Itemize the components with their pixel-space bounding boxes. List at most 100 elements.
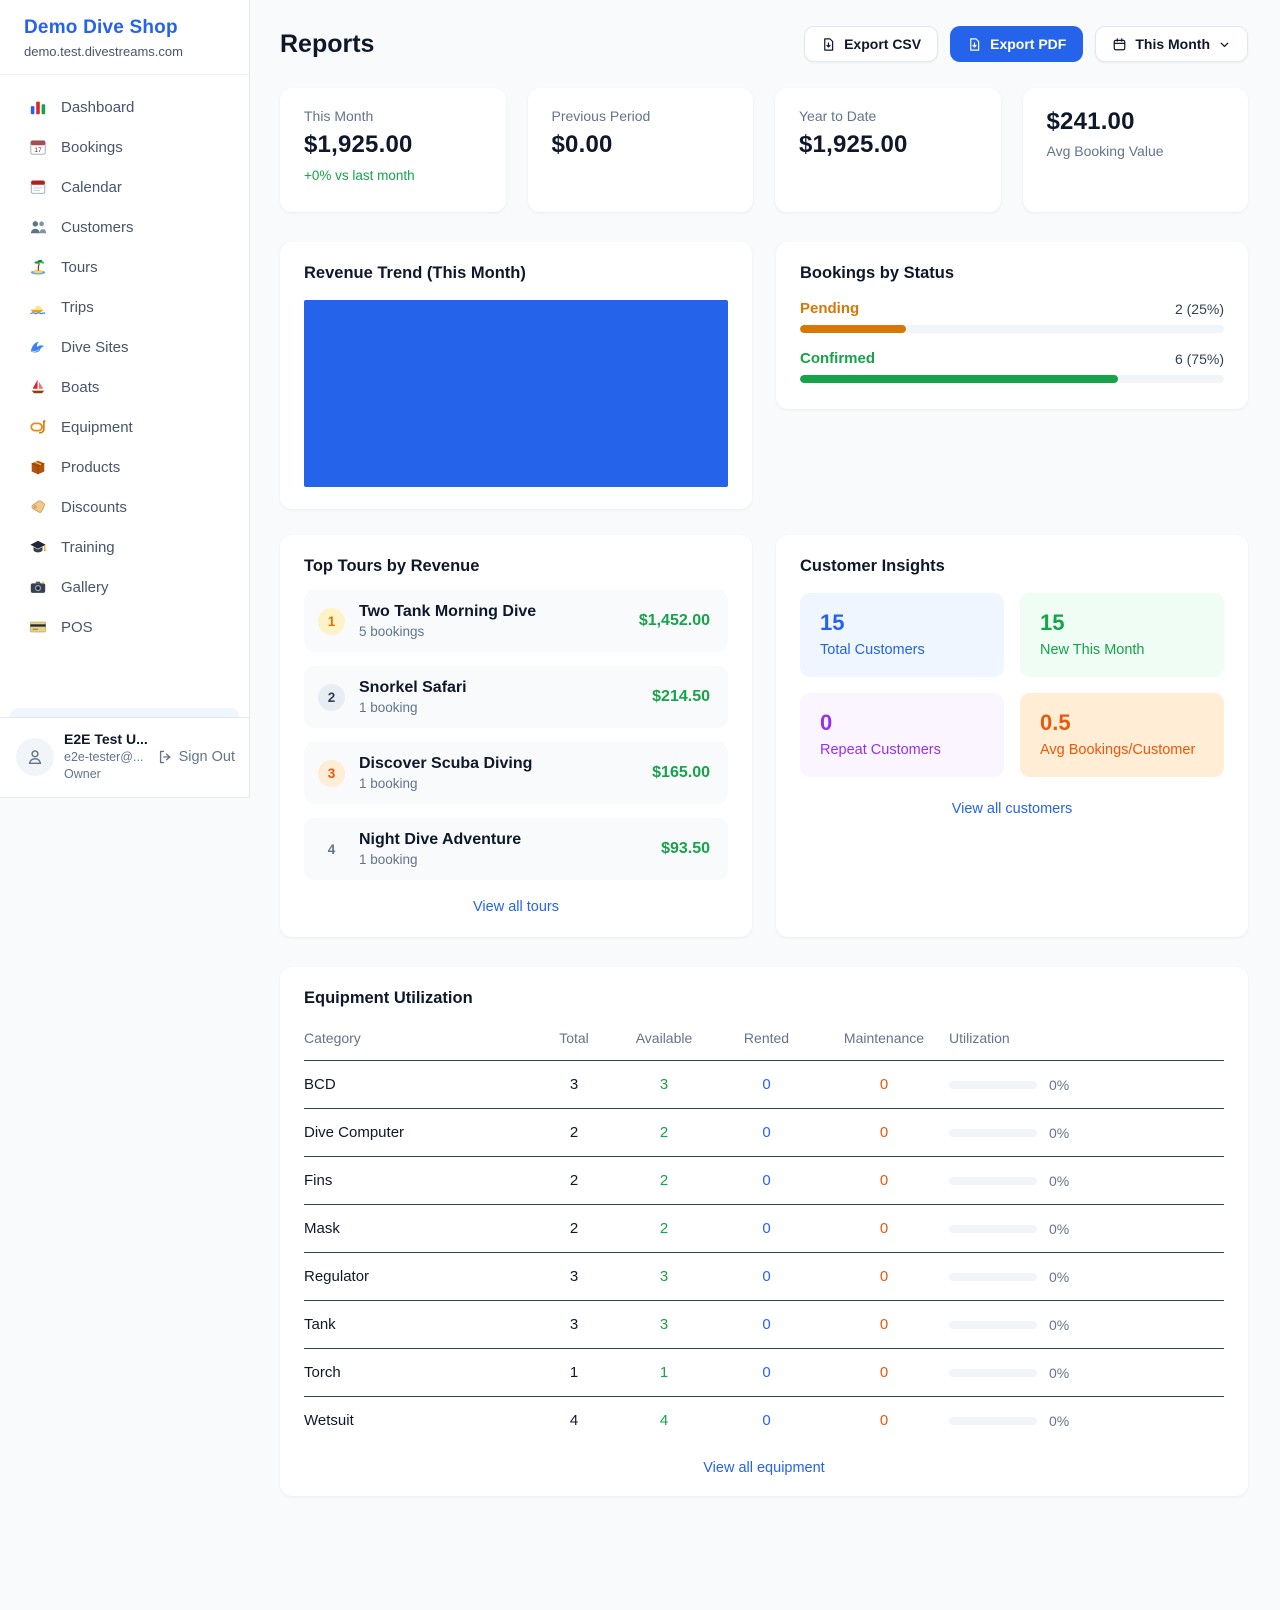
sidebar-item-dive-sites[interactable]: Dive Sites	[10, 327, 239, 367]
status-row-confirmed: Confirmed 6 (75%)	[800, 350, 1224, 383]
revenue-trend-title: Revenue Trend (This Month)	[304, 264, 526, 282]
status-rows: Pending 2 (25%) Confirmed 6 (75%)	[800, 300, 1224, 383]
insight-label: New This Month	[1040, 642, 1145, 658]
export-csv-button[interactable]: Export CSV	[804, 26, 939, 62]
logout-icon	[159, 750, 171, 763]
sidebar-item-dashboard[interactable]: Dashboard	[10, 87, 239, 127]
utilization-percent: 0%	[1049, 1412, 1070, 1429]
view-all-customers-link[interactable]: View all customers	[951, 801, 1073, 817]
insight-value: 15	[1040, 610, 1065, 635]
status-bar-fill	[800, 375, 1118, 383]
period-dropdown-value: This Month	[1135, 36, 1210, 52]
equipment-row-dive-computer: Dive Computer 2 2 0 0 0%	[304, 1108, 1224, 1157]
equipment-utilization-title: Equipment Utilization	[304, 989, 473, 1007]
sidebar-item-discounts[interactable]: Discounts	[10, 487, 239, 527]
view-all-tours-link[interactable]: View all tours	[473, 899, 559, 915]
tour-bookings-count: 1 booking	[359, 700, 418, 715]
sidebar-item-training[interactable]: Training	[10, 527, 239, 567]
stat-label: This Month	[304, 108, 374, 124]
equipment-row-fins: Fins 2 2 0 0 0%	[304, 1156, 1224, 1205]
rank-badge: 4	[327, 841, 336, 857]
equipment-category: Mask	[304, 1204, 534, 1253]
file-download-icon	[821, 37, 836, 52]
tag-icon	[28, 497, 48, 517]
sign-out-label: Sign Out	[178, 748, 235, 765]
utilization-bar-track	[949, 1368, 1037, 1377]
utilization-percent: 0%	[1049, 1316, 1070, 1333]
tour-rows: 1 Two Tank Morning Dive 5 bookings $1,45…	[304, 590, 728, 880]
sidebar-item-bookings[interactable]: 17 Bookings	[10, 127, 239, 167]
sidebar-item-products[interactable]: Products	[10, 447, 239, 487]
utilization-percent: 0%	[1049, 1268, 1070, 1285]
sidebar-item-label: Calendar	[61, 178, 122, 196]
equipment-utilization-panel: Equipment Utilization Category Total Ava…	[280, 967, 1248, 1496]
status-bar-track	[800, 325, 1224, 333]
sidebar: Demo Dive Shop demo.test.divestreams.com…	[0, 0, 250, 798]
sidebar-item-trips[interactable]: Trips	[10, 287, 239, 327]
equipment-rented: 0	[714, 1252, 819, 1301]
equipment-total: 2	[534, 1156, 614, 1205]
utilization-bar-track	[949, 1080, 1037, 1089]
view-all-equipment-link[interactable]: View all equipment	[703, 1460, 825, 1476]
status-count: 2 (25%)	[1174, 300, 1224, 317]
sidebar-item-equipment[interactable]: Equipment	[10, 407, 239, 447]
avatar	[16, 737, 54, 776]
bookings-status-panel: Bookings by Status Pending 2 (25%) Confi…	[776, 242, 1248, 409]
status-count: 6 (75%)	[1174, 350, 1224, 367]
sidebar-item-label: Boats	[61, 378, 100, 396]
credit-card-icon	[28, 617, 48, 637]
sidebar-item-boats[interactable]: Boats	[10, 367, 239, 407]
utilization-bar-track	[949, 1416, 1037, 1425]
equipment-utilization: 0%	[949, 1060, 1224, 1109]
equipment-row-wetsuit: Wetsuit 4 4 0 0 0%	[304, 1397, 1224, 1445]
equipment-maintenance: 0	[819, 1108, 949, 1157]
status-bar-track	[800, 375, 1224, 383]
equipment-total: 1	[534, 1348, 614, 1397]
sidebar-item-tours[interactable]: Tours	[10, 247, 239, 287]
utilization-bar-track	[949, 1224, 1037, 1233]
equipment-utilization: 0%	[949, 1348, 1224, 1397]
equipment-total: 3	[534, 1252, 614, 1301]
revenue-trend-panel: Revenue Trend (This Month)	[280, 242, 752, 509]
equipment-category: Fins	[304, 1156, 534, 1205]
equipment-maintenance: 0	[819, 1252, 949, 1301]
brand-name[interactable]: Demo Dive Shop	[24, 17, 178, 38]
equipment-total: 3	[534, 1060, 614, 1109]
equipment-utilization: 0%	[949, 1397, 1224, 1445]
tour-row-two-tank-morning-dive: 1 Two Tank Morning Dive 5 bookings $1,45…	[304, 590, 728, 652]
insight-label: Total Customers	[820, 642, 925, 658]
sidebar-item-label: Customers	[61, 218, 134, 236]
equipment-maintenance: 0	[819, 1204, 949, 1253]
user-meta: E2E Test U... e2e-tester@... Owner	[64, 730, 148, 783]
customer-insights-title: Customer Insights	[800, 557, 945, 575]
equipment-available: 3	[614, 1300, 714, 1349]
sidebar-item-label: Dashboard	[61, 98, 135, 116]
utilization-percent: 0%	[1049, 1172, 1070, 1189]
sidebar-item-customers[interactable]: Customers	[10, 207, 239, 247]
column-header-rented: Rented	[714, 1020, 819, 1061]
tour-name: Snorkel Safari	[359, 679, 467, 696]
insight-tiles: 15 Total Customers 15 New This Month 0 Rep…	[800, 593, 1224, 777]
sidebar-item-calendar[interactable]: Calendar	[10, 167, 239, 207]
sidebar-item-gallery[interactable]: Gallery	[10, 567, 239, 607]
sign-out-button[interactable]: Sign Out	[157, 749, 235, 765]
sidebar-item-label: Products	[61, 458, 121, 476]
equipment-row-regulator: Regulator 3 3 0 0 0%	[304, 1252, 1224, 1301]
equipment-available: 2	[614, 1204, 714, 1253]
status-bar-fill	[800, 325, 906, 333]
sidebar-item-pos[interactable]: POS	[10, 607, 239, 647]
stat-label: Avg Booking Value	[1046, 143, 1164, 159]
period-dropdown[interactable]: This Month	[1095, 26, 1248, 62]
insight-tile-repeat-customers: 0 Repeat Customers	[800, 693, 1004, 777]
export-csv-label: Export CSV	[844, 36, 922, 52]
utilization-bar-track	[949, 1320, 1037, 1329]
equipment-available: 3	[614, 1252, 714, 1301]
equipment-row-torch: Torch 1 1 0 0 0%	[304, 1348, 1224, 1397]
speedboat-icon	[28, 297, 48, 317]
file-download-icon	[967, 37, 982, 52]
equipment-utilization: 0%	[949, 1156, 1224, 1205]
export-pdf-button[interactable]: Export PDF	[950, 26, 1084, 62]
rank-badge: 3	[318, 759, 345, 787]
sidebar-item-reports-active-partial[interactable]	[10, 708, 239, 718]
utilization-percent: 0%	[1049, 1220, 1070, 1237]
